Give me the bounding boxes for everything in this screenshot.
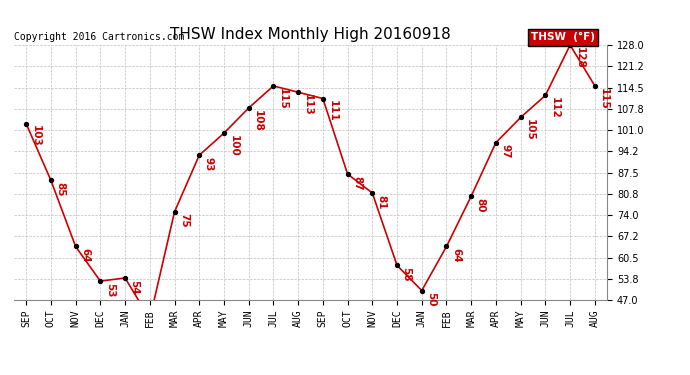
Point [169,209,180,215]
Point [342,171,353,177]
Text: Copyright 2016 Cartronics.com: Copyright 2016 Cartronics.com [14,33,184,42]
Point [95,278,106,284]
Text: 115: 115 [600,87,609,109]
Text: 111: 111 [327,100,337,122]
Point [70,243,81,249]
Point [515,114,526,120]
Text: 80: 80 [475,198,486,212]
Point [243,105,254,111]
Point [317,96,328,102]
Title: THSW Index Monthly High 20160918: THSW Index Monthly High 20160918 [170,27,451,42]
Text: 108: 108 [253,110,263,131]
Point [144,316,155,322]
Text: THSW  (°F): THSW (°F) [531,32,595,42]
Point [564,42,575,48]
Text: 50: 50 [426,292,436,307]
Point [466,193,477,199]
Point [540,92,551,98]
Text: 75: 75 [179,213,189,228]
Point [21,121,32,127]
Text: 93: 93 [204,157,214,171]
Text: 100: 100 [228,135,239,156]
Text: 64: 64 [80,248,90,262]
Text: 103: 103 [30,125,41,147]
Text: 112: 112 [550,97,560,119]
Point [416,288,427,294]
Point [441,243,452,249]
Text: 53: 53 [105,283,115,297]
Text: 54: 54 [130,279,139,294]
Point [46,177,57,183]
Text: 81: 81 [377,195,387,209]
Point [391,262,402,268]
Point [589,83,600,89]
Text: 87: 87 [352,176,362,190]
Point [367,190,378,196]
Text: 115: 115 [278,87,288,109]
Point [293,89,304,95]
Text: 64: 64 [451,248,461,262]
Text: 113: 113 [303,94,313,116]
Text: 41: 41 [0,374,1,375]
Text: 85: 85 [55,182,66,196]
Text: 128: 128 [575,46,584,68]
Point [194,152,205,158]
Point [491,140,502,146]
Text: 97: 97 [500,144,511,159]
Point [268,83,279,89]
Text: 105: 105 [525,119,535,141]
Point [119,275,130,281]
Point [219,130,230,136]
Text: 58: 58 [402,267,411,282]
